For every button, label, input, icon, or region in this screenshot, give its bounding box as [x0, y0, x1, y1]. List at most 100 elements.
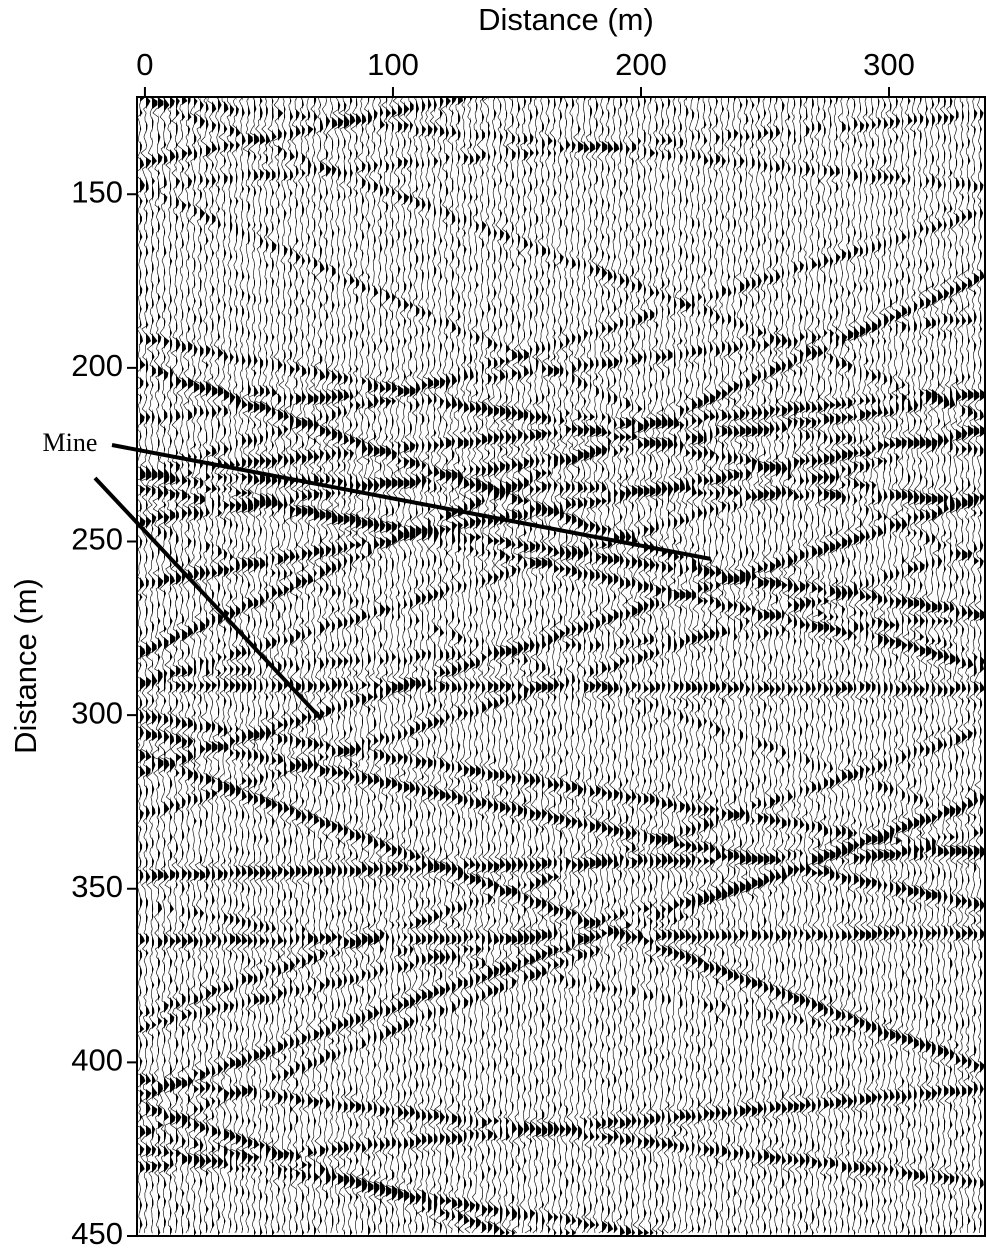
- trace-wiggle: [578, 97, 590, 1234]
- trace-wiggle: [338, 97, 350, 1234]
- trace-wiggle: [137, 97, 146, 1234]
- trace-wiggle: [452, 97, 464, 1234]
- trace-wiggle: [170, 97, 182, 1234]
- trace-fill: [698, 97, 704, 1236]
- y-tick-label: 150: [71, 174, 123, 209]
- trace-fill: [800, 97, 806, 1236]
- trace-wiggle: [548, 97, 560, 1234]
- trace-wiggle: [554, 97, 566, 1234]
- trace-fill: [728, 97, 734, 1236]
- trace-fill: [512, 97, 518, 1236]
- trace-wiggle: [968, 97, 980, 1234]
- trace-fill: [788, 97, 794, 1236]
- trace-fill: [890, 97, 896, 1236]
- trace-wiggle: [284, 97, 296, 1234]
- y-tick-label: 200: [71, 348, 123, 383]
- trace-wiggle: [902, 97, 914, 1234]
- trace-wiggle: [308, 97, 320, 1234]
- trace-wiggle: [278, 97, 290, 1234]
- annotation-label: Mine: [43, 428, 98, 457]
- trace-fill: [938, 97, 944, 1236]
- trace-wiggle: [806, 97, 818, 1234]
- trace-wiggle: [722, 97, 734, 1234]
- trace-wiggle: [926, 97, 938, 1234]
- trace-wiggle: [152, 97, 164, 1234]
- trace-wiggle: [626, 97, 638, 1234]
- trace-fill: [596, 97, 602, 1236]
- trace-fill: [668, 97, 674, 1236]
- trace-fill: [332, 97, 338, 1236]
- trace-wiggle: [434, 97, 446, 1234]
- trace-fill: [752, 97, 758, 1236]
- annotation-pointer: [111, 443, 711, 561]
- trace-fill: [920, 97, 926, 1236]
- trace-fill: [944, 97, 950, 1236]
- trace-fill: [560, 97, 566, 1236]
- trace-wiggle: [404, 97, 416, 1234]
- trace-fill: [980, 97, 985, 1236]
- trace-wiggle: [692, 97, 704, 1234]
- trace-wiggle: [470, 97, 482, 1234]
- trace-wiggle: [158, 97, 170, 1234]
- trace-wiggle: [812, 97, 824, 1234]
- trace-wiggle: [674, 97, 686, 1234]
- trace-wiggle: [830, 97, 842, 1234]
- trace-wiggle: [890, 97, 902, 1234]
- trace-fill: [326, 97, 332, 1236]
- trace-wiggle: [854, 97, 866, 1234]
- trace-wiggle: [296, 97, 308, 1234]
- trace-fill: [974, 97, 980, 1236]
- trace-wiggle: [788, 97, 800, 1234]
- trace-wiggle: [638, 97, 650, 1234]
- trace-wiggle: [536, 97, 548, 1234]
- trace-wiggle: [878, 97, 890, 1234]
- trace-wiggle: [698, 97, 710, 1234]
- trace-wiggle: [590, 97, 602, 1234]
- trace-fill: [542, 97, 548, 1236]
- plot-frame: [136, 96, 986, 1237]
- trace-fill: [896, 97, 902, 1236]
- trace-fill: [848, 97, 854, 1236]
- trace-wiggle: [416, 97, 428, 1234]
- trace-wiggle: [524, 97, 536, 1234]
- trace-fill: [434, 97, 440, 1236]
- trace-fill: [770, 97, 776, 1236]
- trace-wiggle: [542, 97, 554, 1234]
- trace-fill: [440, 97, 446, 1236]
- trace-fill: [524, 97, 530, 1236]
- trace-wiggle: [728, 97, 740, 1234]
- trace-wiggle: [512, 97, 524, 1234]
- trace-fill: [158, 97, 164, 1236]
- trace-wiggle: [476, 97, 488, 1234]
- trace-fill: [950, 97, 956, 1236]
- trace-fill: [872, 97, 878, 1236]
- trace-fill: [428, 97, 434, 1236]
- y-tick-label: 400: [71, 1043, 123, 1078]
- trace-wiggle: [392, 97, 404, 1234]
- trace-wiggle: [290, 97, 302, 1234]
- trace-wiggle: [950, 97, 962, 1234]
- trace-wiggle: [494, 97, 506, 1234]
- trace-wiggle: [734, 97, 746, 1234]
- trace-wiggle: [608, 97, 620, 1234]
- trace-fill: [554, 97, 560, 1236]
- trace-wiggle: [374, 97, 386, 1234]
- trace-wiggle: [938, 97, 950, 1234]
- trace-wiggle: [506, 97, 518, 1234]
- trace-wiggle: [440, 97, 452, 1234]
- trace-wiggle: [176, 97, 188, 1234]
- annotation-pointer: [93, 476, 323, 720]
- trace-wiggle: [662, 97, 674, 1234]
- trace-wiggle: [188, 97, 200, 1234]
- trace-wiggle: [428, 97, 440, 1234]
- trace-wiggle: [824, 97, 836, 1234]
- trace-wiggle: [230, 97, 242, 1234]
- trace-wiggle: [446, 97, 458, 1234]
- trace-wiggle: [842, 97, 854, 1234]
- trace-wiggle: [182, 97, 194, 1234]
- trace-wiggle: [740, 97, 752, 1234]
- trace-wiggle: [242, 97, 254, 1234]
- trace-fill: [188, 97, 194, 1236]
- trace-wiggle: [320, 97, 332, 1234]
- y-axis-title: Distance (m): [8, 578, 43, 754]
